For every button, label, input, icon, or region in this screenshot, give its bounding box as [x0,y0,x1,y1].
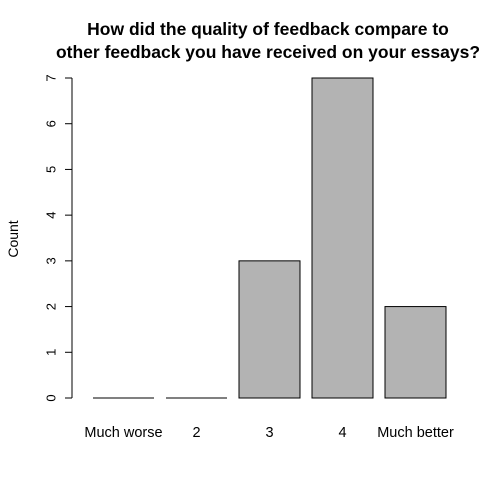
bar [238,260,301,399]
y-tick-label: 3 [44,257,59,264]
x-category-label: Much better [377,425,454,441]
category-labels: Much worse 2 3 4 Much better [84,425,454,441]
x-category-label: Much worse [84,425,162,441]
x-category-label: 2 [192,425,200,441]
y-tick-label: 6 [44,120,59,127]
chart-title: How did the quality of feedback compare … [56,19,480,62]
y-tick-label: 4 [44,212,59,219]
chart-title-line-1: How did the quality of feedback compare … [87,19,449,39]
y-tick-label: 7 [44,74,59,81]
y-tick-label: 2 [44,303,59,310]
x-category-label: 3 [265,425,273,441]
y-tick-label: 1 [44,349,59,356]
bar [384,306,447,399]
y-axis: 0 1 2 3 4 5 6 7 [44,74,73,402]
bar [311,77,374,399]
y-tick-label: 0 [44,394,59,401]
y-axis-label: Count [5,220,21,257]
y-tick-label: 5 [44,166,59,173]
x-category-label: 4 [338,425,346,441]
bars [93,77,447,399]
chart-title-line-2: other feedback you have received on your… [56,42,480,62]
